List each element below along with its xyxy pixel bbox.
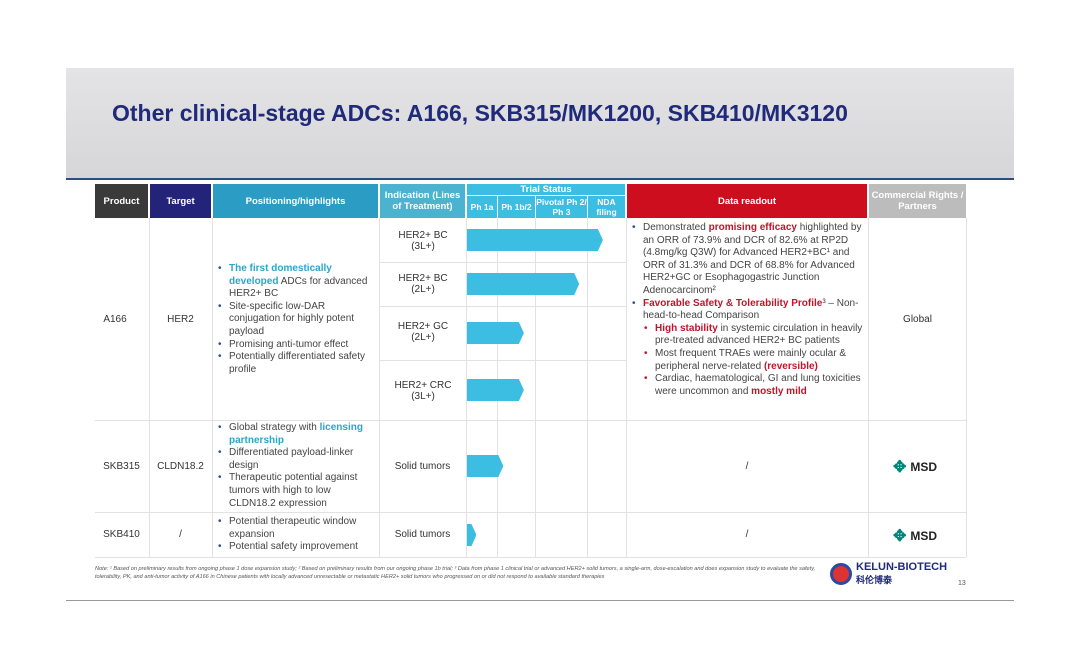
progress-bar <box>467 455 503 477</box>
target: / <box>179 529 182 540</box>
header-pivotal: Pivotal Ph 2/ Ph 3 <box>536 196 587 218</box>
positioning: Potential therapeutic window expansionPo… <box>216 516 378 554</box>
logo-emblem-icon <box>830 562 852 585</box>
company-logo: KELUN-BIOTECH 科伦博泰 <box>830 561 947 586</box>
target: HER2 <box>167 313 194 325</box>
header-nda: NDA filing <box>588 196 625 218</box>
divider <box>66 178 1014 180</box>
data-readout: / <box>745 460 749 472</box>
msd-icon: ✥ <box>893 528 907 545</box>
header-ph1a: Ph 1a <box>467 196 497 218</box>
indication: HER2+ CRC (3L+) <box>394 380 452 402</box>
indication: HER2+ BC (3L+) <box>398 230 448 252</box>
indication: HER2+ BC (2L+) <box>398 273 448 295</box>
footnote: Note: ¹ Based on preliminary results fro… <box>95 566 816 580</box>
product: SKB315 <box>103 460 140 472</box>
progress-bar <box>467 379 524 401</box>
header-positioning: Positioning/highlights <box>213 184 378 218</box>
indication: HER2+ GC (2L+) <box>397 321 449 343</box>
data-readout: / <box>745 529 749 540</box>
indication: Solid tumors <box>394 529 451 540</box>
header-product: Product <box>95 184 148 218</box>
title-band <box>66 68 1014 178</box>
page-number: 13 <box>958 580 966 587</box>
progress-bar <box>467 273 579 295</box>
partner-logo-msd: ✥ MSD <box>893 459 938 476</box>
product: A166 <box>103 313 127 325</box>
indication: Solid tumors <box>394 460 451 472</box>
rights: Global <box>903 313 932 325</box>
data-readout: Demonstrated promising efficacy highligh… <box>630 222 868 398</box>
progress-bar <box>467 229 603 251</box>
positioning: The first domestically developed ADCs fo… <box>216 263 378 376</box>
progress-bar <box>467 524 476 546</box>
header-readout: Data readout <box>627 184 867 218</box>
header-target: Target <box>150 184 211 218</box>
progress-bar <box>467 322 524 344</box>
header-indication: Indication (Lines of Treatment) <box>380 184 465 218</box>
page-title: Other clinical-stage ADCs: A166, SKB315/… <box>112 100 848 126</box>
partner-logo-msd: ✥ MSD <box>893 528 938 545</box>
product: SKB410 <box>103 529 140 540</box>
msd-icon: ✥ <box>893 459 907 476</box>
target: CLDN18.2 <box>157 460 204 472</box>
header-ph1b2: Ph 1b/2 <box>498 196 535 218</box>
header-trial-status: Trial Status <box>467 184 625 195</box>
header-rights: Commercial Rights / Partners <box>869 184 966 218</box>
positioning: Global strategy with licensing partnersh… <box>216 422 378 510</box>
